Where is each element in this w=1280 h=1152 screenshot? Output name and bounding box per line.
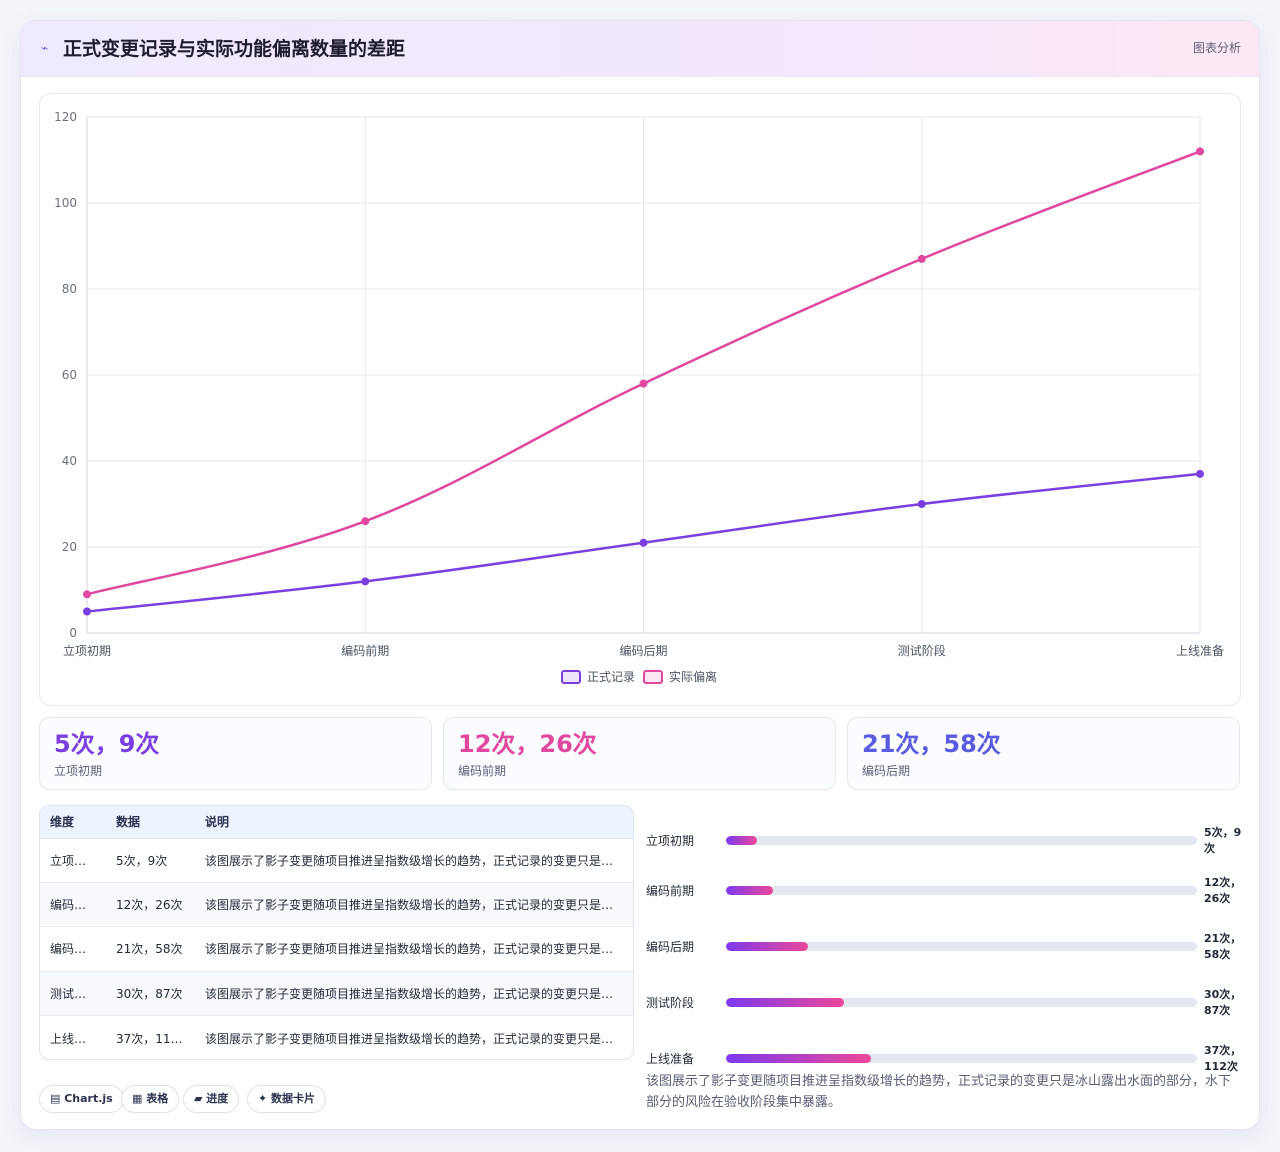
progress-label: 编码后期 (646, 940, 695, 954)
legend-label[interactable]: 实际偏离 (669, 669, 717, 684)
progress-track (726, 942, 1197, 951)
stat-label: 立项初期 (54, 764, 103, 778)
progress-row: 编码后期 21次，58次 (646, 913, 1246, 961)
data-table: 维度 数据 说明 立项初期 5次，9次 该图展示了影子变更随项目推进呈指数级增长… (39, 805, 634, 1060)
column-header: 维度 (40, 806, 106, 839)
y-tick-label: 20 (62, 540, 77, 554)
table-cell: 37次，112次 (116, 1031, 191, 1046)
table-cell: 21次，58次 (116, 942, 183, 957)
data-point[interactable] (1196, 469, 1204, 478)
x-tick-label: 上线准备 (1176, 644, 1224, 658)
data-point[interactable] (83, 590, 91, 599)
table-cell: 12次，26次 (116, 898, 183, 913)
x-tick-label: 编码前期 (341, 643, 389, 658)
progress-label: 上线准备 (646, 1052, 695, 1066)
table-row: 测试阶段 30次，87次 该图展示了影子变更随项目推进呈指数级增长的趋势，正式记… (40, 971, 633, 1016)
progress-value: 12次，26次 (1204, 876, 1242, 905)
table-cell: 30次，87次 (116, 986, 183, 1001)
progress-row: 上线准备 37次，112次 (646, 1025, 1246, 1073)
y-tick-label: 120 (54, 110, 77, 124)
line-chart: 0 20 40 60 80 100 120 立项初期 编码前期 编码后期 测试阶段 上线准备正式记录 实… (39, 93, 1241, 706)
y-tick-label: 60 (62, 368, 77, 382)
chip-chartjs[interactable]: ▤ Chart.js (39, 1085, 124, 1113)
x-tick-label: 立项初期 (63, 643, 111, 658)
table-cell: 测试阶段 (50, 986, 99, 1001)
stat-label: 编码后期 (862, 764, 911, 778)
y-tick-label: 0 (69, 626, 77, 640)
y-tick-label: 100 (54, 196, 77, 210)
y-tick-label: 80 (62, 282, 77, 296)
chart-card: ⌁ 正式变更记录与实际功能偏离数量的差距 图表分析 0 20 40 60 80 100 12… (20, 20, 1260, 1130)
progress-row: 测试阶段 30次，87次 (646, 969, 1246, 1017)
table-cell: 该图展示了影子变更随项目推进呈指数级增长的趋势，正式记录的变更只是冰山露出水面的… (205, 1031, 633, 1046)
stat-card: 5次，9次 立项初期 (39, 717, 432, 790)
data-point[interactable] (1196, 147, 1204, 156)
table-row: 编码后期 21次，58次 该图展示了影子变更随项目推进呈指数级增长的趋势，正式记… (40, 927, 633, 972)
legend-swatch (561, 670, 581, 684)
legend-swatch (643, 670, 663, 684)
table-cell: 5次，9次 (116, 853, 168, 868)
data-point[interactable] (639, 538, 648, 547)
table-cell: 立项初期 (50, 853, 99, 868)
table-cell: 上线准备 (50, 1031, 99, 1046)
legend-label[interactable]: 正式记录 (587, 670, 635, 684)
table-cell: 编码后期 (50, 942, 99, 957)
card-header: ⌁ 正式变更记录与实际功能偏离数量的差距 图表分析 (21, 21, 1259, 77)
progress-fill (726, 998, 844, 1007)
data-point[interactable] (639, 379, 648, 388)
data-point[interactable] (83, 607, 91, 616)
progress-track (726, 836, 1197, 845)
table-cell: 该图展示了影子变更随项目推进呈指数级增长的趋势，正式记录的变更只是冰山露出水面的… (205, 986, 633, 1001)
progress-track (726, 998, 1197, 1007)
progress-fill (726, 1054, 872, 1063)
x-tick-label: 测试阶段 (898, 643, 946, 658)
x-tick-label: 编码后期 (619, 643, 667, 658)
progress-row: 编码前期 12次，26次 (646, 857, 1246, 905)
table-cell: 该图展示了影子变更随项目推进呈指数级增长的趋势，正式记录的变更只是冰山露出水面的… (205, 942, 633, 957)
data-point[interactable] (361, 517, 370, 526)
chart-analysis-link[interactable]: 图表分析 (1192, 41, 1241, 55)
progress-value: 21次，58次 (1204, 932, 1242, 961)
column-header: 数据 (106, 806, 195, 839)
stat-card: 21次，58次 编码后期 (847, 717, 1240, 790)
stat-value: 21次，58次 (862, 730, 1001, 758)
page-title: 正式变更记录与实际功能偏离数量的差距 (63, 38, 406, 60)
progress-label: 编码前期 (646, 884, 695, 898)
progress-track (726, 886, 1197, 895)
y-tick-label: 40 (62, 454, 77, 468)
progress-fill (726, 836, 757, 845)
stat-label: 编码前期 (458, 764, 507, 778)
progress-fill (726, 886, 774, 895)
progress-list: 立项初期 5次，9次编码前期 12次，26次编码后期 21次，58次测试阶段 30次，8… (646, 807, 1246, 1073)
progress-row: 立项初期 5次，9次 (646, 807, 1246, 855)
stat-card: 12次，26次 编码前期 (443, 717, 836, 790)
table-row: 立项初期 5次，9次 该图展示了影子变更随项目推进呈指数级增长的趋势，正式记录的… (40, 838, 633, 883)
stat-value: 12次，26次 (458, 730, 597, 758)
progress-label: 测试阶段 (646, 996, 695, 1010)
progress-label: 立项初期 (646, 834, 695, 848)
table-row: 编码前期 12次，26次 该图展示了影子变更随项目推进呈指数级增长的趋势，正式记… (40, 882, 633, 927)
stat-value: 5次，9次 (54, 730, 160, 758)
table-header-row: 维度 数据 说明 (40, 806, 633, 839)
chip-table[interactable]: ▦ 表格 (121, 1085, 180, 1113)
data-point[interactable] (361, 577, 370, 586)
data-point[interactable] (917, 500, 926, 508)
table-cell: 该图展示了影子变更随项目推进呈指数级增长的趋势，正式记录的变更只是冰山露出水面的… (205, 853, 633, 868)
progress-value: 30次，87次 (1204, 988, 1242, 1017)
progress-fill (726, 942, 809, 951)
trend-icon: ⌁ (41, 41, 49, 55)
data-point[interactable] (917, 254, 926, 263)
chip-progress[interactable]: ▰ 进度 (183, 1085, 240, 1113)
column-header: 说明 (195, 806, 633, 839)
progress-value: 5次，9次 (1204, 826, 1242, 855)
chip-data-cards[interactable]: ✦ 数据卡片 (247, 1085, 327, 1113)
summary-text: 该图展示了影子变更随项目推进呈指数级增长的趋势，正式记录的变更只是冰山露出水面的… (646, 1074, 1232, 1110)
table-row: 上线准备 37次，112次 该图展示了影子变更随项目推进呈指数级增长的趋势，正式… (40, 1016, 633, 1059)
table-cell: 编码前期 (50, 898, 99, 913)
progress-value: 37次，112次 (1204, 1044, 1242, 1073)
table-cell: 该图展示了影子变更随项目推进呈指数级增长的趋势，正式记录的变更只是冰山露出水面的… (205, 898, 633, 913)
progress-track (726, 1054, 1197, 1063)
